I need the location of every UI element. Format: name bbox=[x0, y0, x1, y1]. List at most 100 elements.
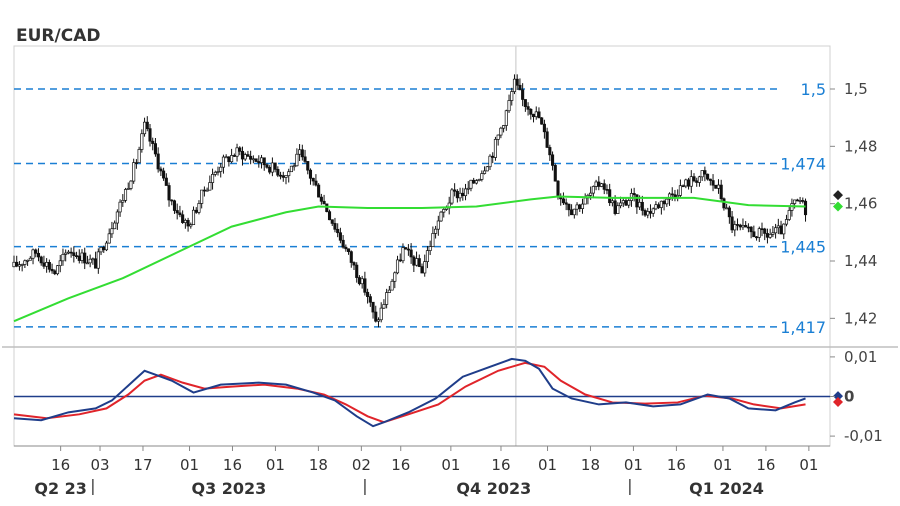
candle-body bbox=[115, 211, 119, 224]
candle-body bbox=[599, 183, 604, 187]
candle-body bbox=[575, 204, 579, 210]
candle-body bbox=[551, 154, 555, 166]
candle-body bbox=[472, 179, 476, 184]
candle-body bbox=[77, 255, 81, 261]
candle-body bbox=[393, 272, 397, 282]
candle-body bbox=[624, 200, 628, 206]
osc-y-tick-label: -0,01 bbox=[844, 427, 883, 445]
candle-body bbox=[333, 223, 337, 230]
candle-body bbox=[651, 208, 655, 214]
candle-body bbox=[104, 242, 109, 251]
candle-body bbox=[175, 210, 179, 214]
candle-body bbox=[259, 157, 264, 163]
candle-body bbox=[648, 211, 653, 214]
candle-body bbox=[379, 307, 383, 321]
candle-body bbox=[689, 176, 693, 187]
candle-body bbox=[208, 182, 212, 191]
candle-body bbox=[357, 277, 361, 285]
candle-body bbox=[428, 246, 432, 251]
x-tick-label: 01 bbox=[180, 456, 199, 474]
candle-body bbox=[240, 150, 245, 160]
candle-body bbox=[450, 189, 454, 204]
candle-body bbox=[194, 209, 198, 213]
candle-body bbox=[597, 181, 601, 187]
support-resistance-levels: 1,5 1,474 1,445 1,417 bbox=[14, 80, 826, 337]
candle-body bbox=[319, 196, 323, 202]
candle-body bbox=[722, 198, 726, 209]
candle-body bbox=[477, 179, 481, 181]
candle-body bbox=[659, 200, 663, 208]
candle-body bbox=[763, 228, 767, 234]
x-tick-label: 16 bbox=[51, 456, 70, 474]
candle-body bbox=[279, 174, 283, 177]
candle-body bbox=[542, 123, 546, 133]
candle-body bbox=[363, 278, 367, 293]
level-label: 1,474 bbox=[780, 155, 826, 174]
level-label: 1,5 bbox=[801, 80, 826, 99]
candle-body bbox=[499, 127, 503, 136]
y-axis: 1,42 1,44 1,46 1,48 1,5 0,01 0 -0,01 bbox=[830, 80, 883, 445]
candle-body bbox=[706, 173, 710, 180]
candle-body bbox=[676, 195, 680, 198]
candle-body bbox=[53, 270, 57, 275]
candle-body bbox=[779, 225, 783, 235]
candle-body bbox=[186, 219, 190, 227]
candle-body bbox=[178, 212, 182, 216]
y-tick-label: 1,44 bbox=[844, 252, 877, 270]
candle-body bbox=[306, 161, 310, 171]
candle-body bbox=[151, 140, 155, 144]
candle-body bbox=[469, 179, 473, 189]
candle-body bbox=[784, 219, 789, 225]
candle-body bbox=[526, 106, 530, 110]
candle-body bbox=[36, 252, 41, 258]
candle-body bbox=[230, 155, 234, 163]
candle-body bbox=[382, 304, 386, 309]
candle-body bbox=[755, 236, 759, 239]
candle-body bbox=[143, 121, 147, 135]
candle-body bbox=[570, 209, 574, 216]
candle-body bbox=[746, 226, 750, 229]
candle-body bbox=[567, 203, 571, 211]
candle-body bbox=[733, 224, 737, 231]
level-label: 1,417 bbox=[780, 318, 826, 337]
candle-body bbox=[602, 183, 606, 190]
candle-body bbox=[23, 260, 27, 265]
candle-body bbox=[129, 180, 133, 189]
candle-body bbox=[553, 165, 557, 182]
candle-body bbox=[708, 178, 712, 181]
candle-body bbox=[387, 289, 391, 293]
candle-body bbox=[692, 176, 696, 182]
oscillator-last-marker bbox=[833, 391, 843, 402]
candle-body bbox=[621, 200, 625, 204]
x-tick-label: 16 bbox=[667, 456, 686, 474]
candle-body bbox=[564, 202, 568, 205]
candle-body bbox=[409, 249, 413, 258]
candle-body bbox=[665, 198, 669, 205]
candle-body bbox=[627, 200, 631, 206]
candle-body bbox=[453, 189, 457, 192]
candle-body bbox=[211, 174, 215, 183]
candle-body bbox=[80, 252, 84, 261]
candle-body bbox=[246, 154, 250, 157]
x-tick-label: 17 bbox=[133, 456, 152, 474]
candle-body bbox=[281, 175, 285, 178]
x-tick-label: 03 bbox=[90, 456, 109, 474]
candle-body bbox=[292, 165, 296, 168]
candle-body bbox=[265, 164, 269, 168]
candle-body bbox=[646, 211, 650, 216]
candle-body bbox=[616, 205, 620, 214]
candle-body bbox=[678, 185, 682, 196]
candle-body bbox=[741, 225, 745, 228]
osc-y-tick-label: 0,01 bbox=[844, 348, 877, 366]
candle-body bbox=[374, 311, 378, 322]
candle-body bbox=[507, 100, 511, 112]
candle-body bbox=[12, 261, 16, 268]
candle-body bbox=[20, 264, 24, 266]
candle-body bbox=[303, 156, 307, 162]
candle-body bbox=[657, 204, 661, 208]
candle-body bbox=[238, 147, 242, 152]
candle-body bbox=[412, 256, 416, 266]
candle-body bbox=[94, 258, 98, 269]
quarter-label: Q4 2023 bbox=[456, 479, 531, 498]
